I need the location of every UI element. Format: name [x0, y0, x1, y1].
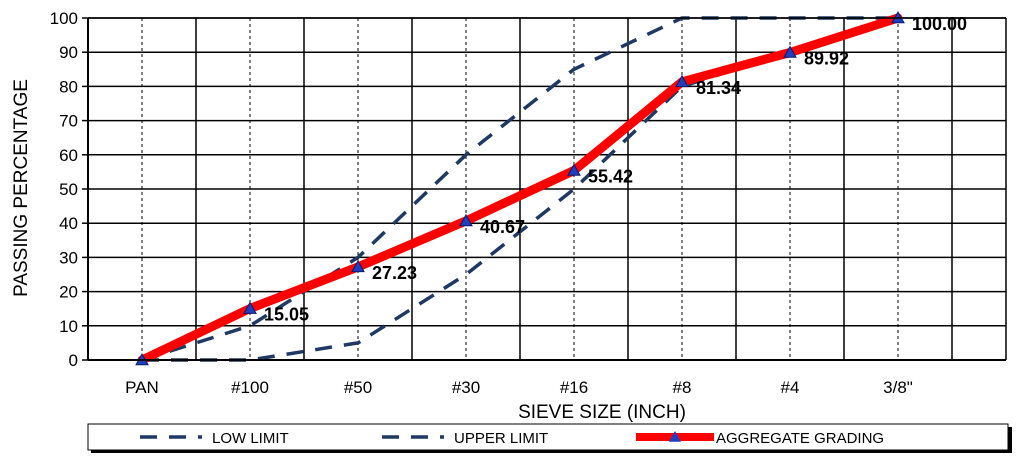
y-tick-label: 40: [59, 214, 78, 233]
data-label: 27.23: [372, 263, 417, 283]
x-tick-label: #50: [344, 378, 372, 397]
legend-marker: [669, 431, 681, 442]
y-tick-label: 50: [59, 180, 78, 199]
data-point-marker: [351, 259, 365, 273]
x-tick-label: #8: [673, 378, 692, 397]
y-tick-label: 70: [59, 112, 78, 131]
y-tick-label: 60: [59, 146, 78, 165]
label-layer: 15.05 27.23 40.67 55.42 81.34 89.92 100.00: [264, 14, 967, 325]
y-tick-label: 100: [50, 9, 78, 28]
x-tick-label: #30: [452, 378, 480, 397]
x-tick-label: 3/8": [883, 378, 913, 397]
y-tick-label: 0: [69, 351, 78, 370]
aggregate-grading-line: [137, 13, 903, 365]
y-tick-label: 80: [59, 77, 78, 96]
data-label: 89.92: [804, 48, 849, 68]
x-tick-label: #4: [781, 378, 800, 397]
grid-layer: [88, 17, 1006, 361]
y-tick-label: 10: [59, 317, 78, 336]
y-tick-label: 90: [59, 43, 78, 62]
y-tick-label: 30: [59, 248, 78, 267]
data-label: 55.42: [588, 166, 633, 186]
data-label: 100.00: [912, 14, 967, 34]
x-tick-label: PAN: [125, 378, 159, 397]
x-axis-title: SIEVE SIZE (INCH): [518, 402, 686, 423]
legend-label: UPPER LIMIT: [454, 430, 548, 447]
legend-label: AGGREGATE GRADING: [716, 430, 884, 447]
legend-shadow-bottom: [91, 450, 1012, 453]
data-point-marker: [783, 45, 797, 58]
y-axis-title: PASSING PERCENTAGE: [11, 79, 32, 297]
data-label: 15.05: [264, 305, 309, 325]
x-tick-label: #16: [560, 378, 588, 397]
legend-label: LOW LIMIT: [212, 430, 289, 447]
data-label: 40.67: [480, 217, 525, 237]
y-tick-label: 20: [59, 283, 78, 302]
data-label: 81.34: [696, 78, 741, 98]
legend: LOW LIMIT UPPER LIMIT AGGREGATE GRADING: [87, 423, 1012, 453]
data-point-marker: [243, 301, 257, 314]
data-point-marker: [567, 163, 581, 176]
data-point-marker: [459, 213, 473, 227]
x-tick-label: #100: [231, 378, 269, 397]
data-point-marker: [675, 74, 689, 88]
axis-layer: 0 10 20 30 40 50 60 70 80 90 100 PAN #100 #50 #30 #16 #8…: [50, 9, 1007, 397]
legend-shadow: [1008, 427, 1012, 453]
